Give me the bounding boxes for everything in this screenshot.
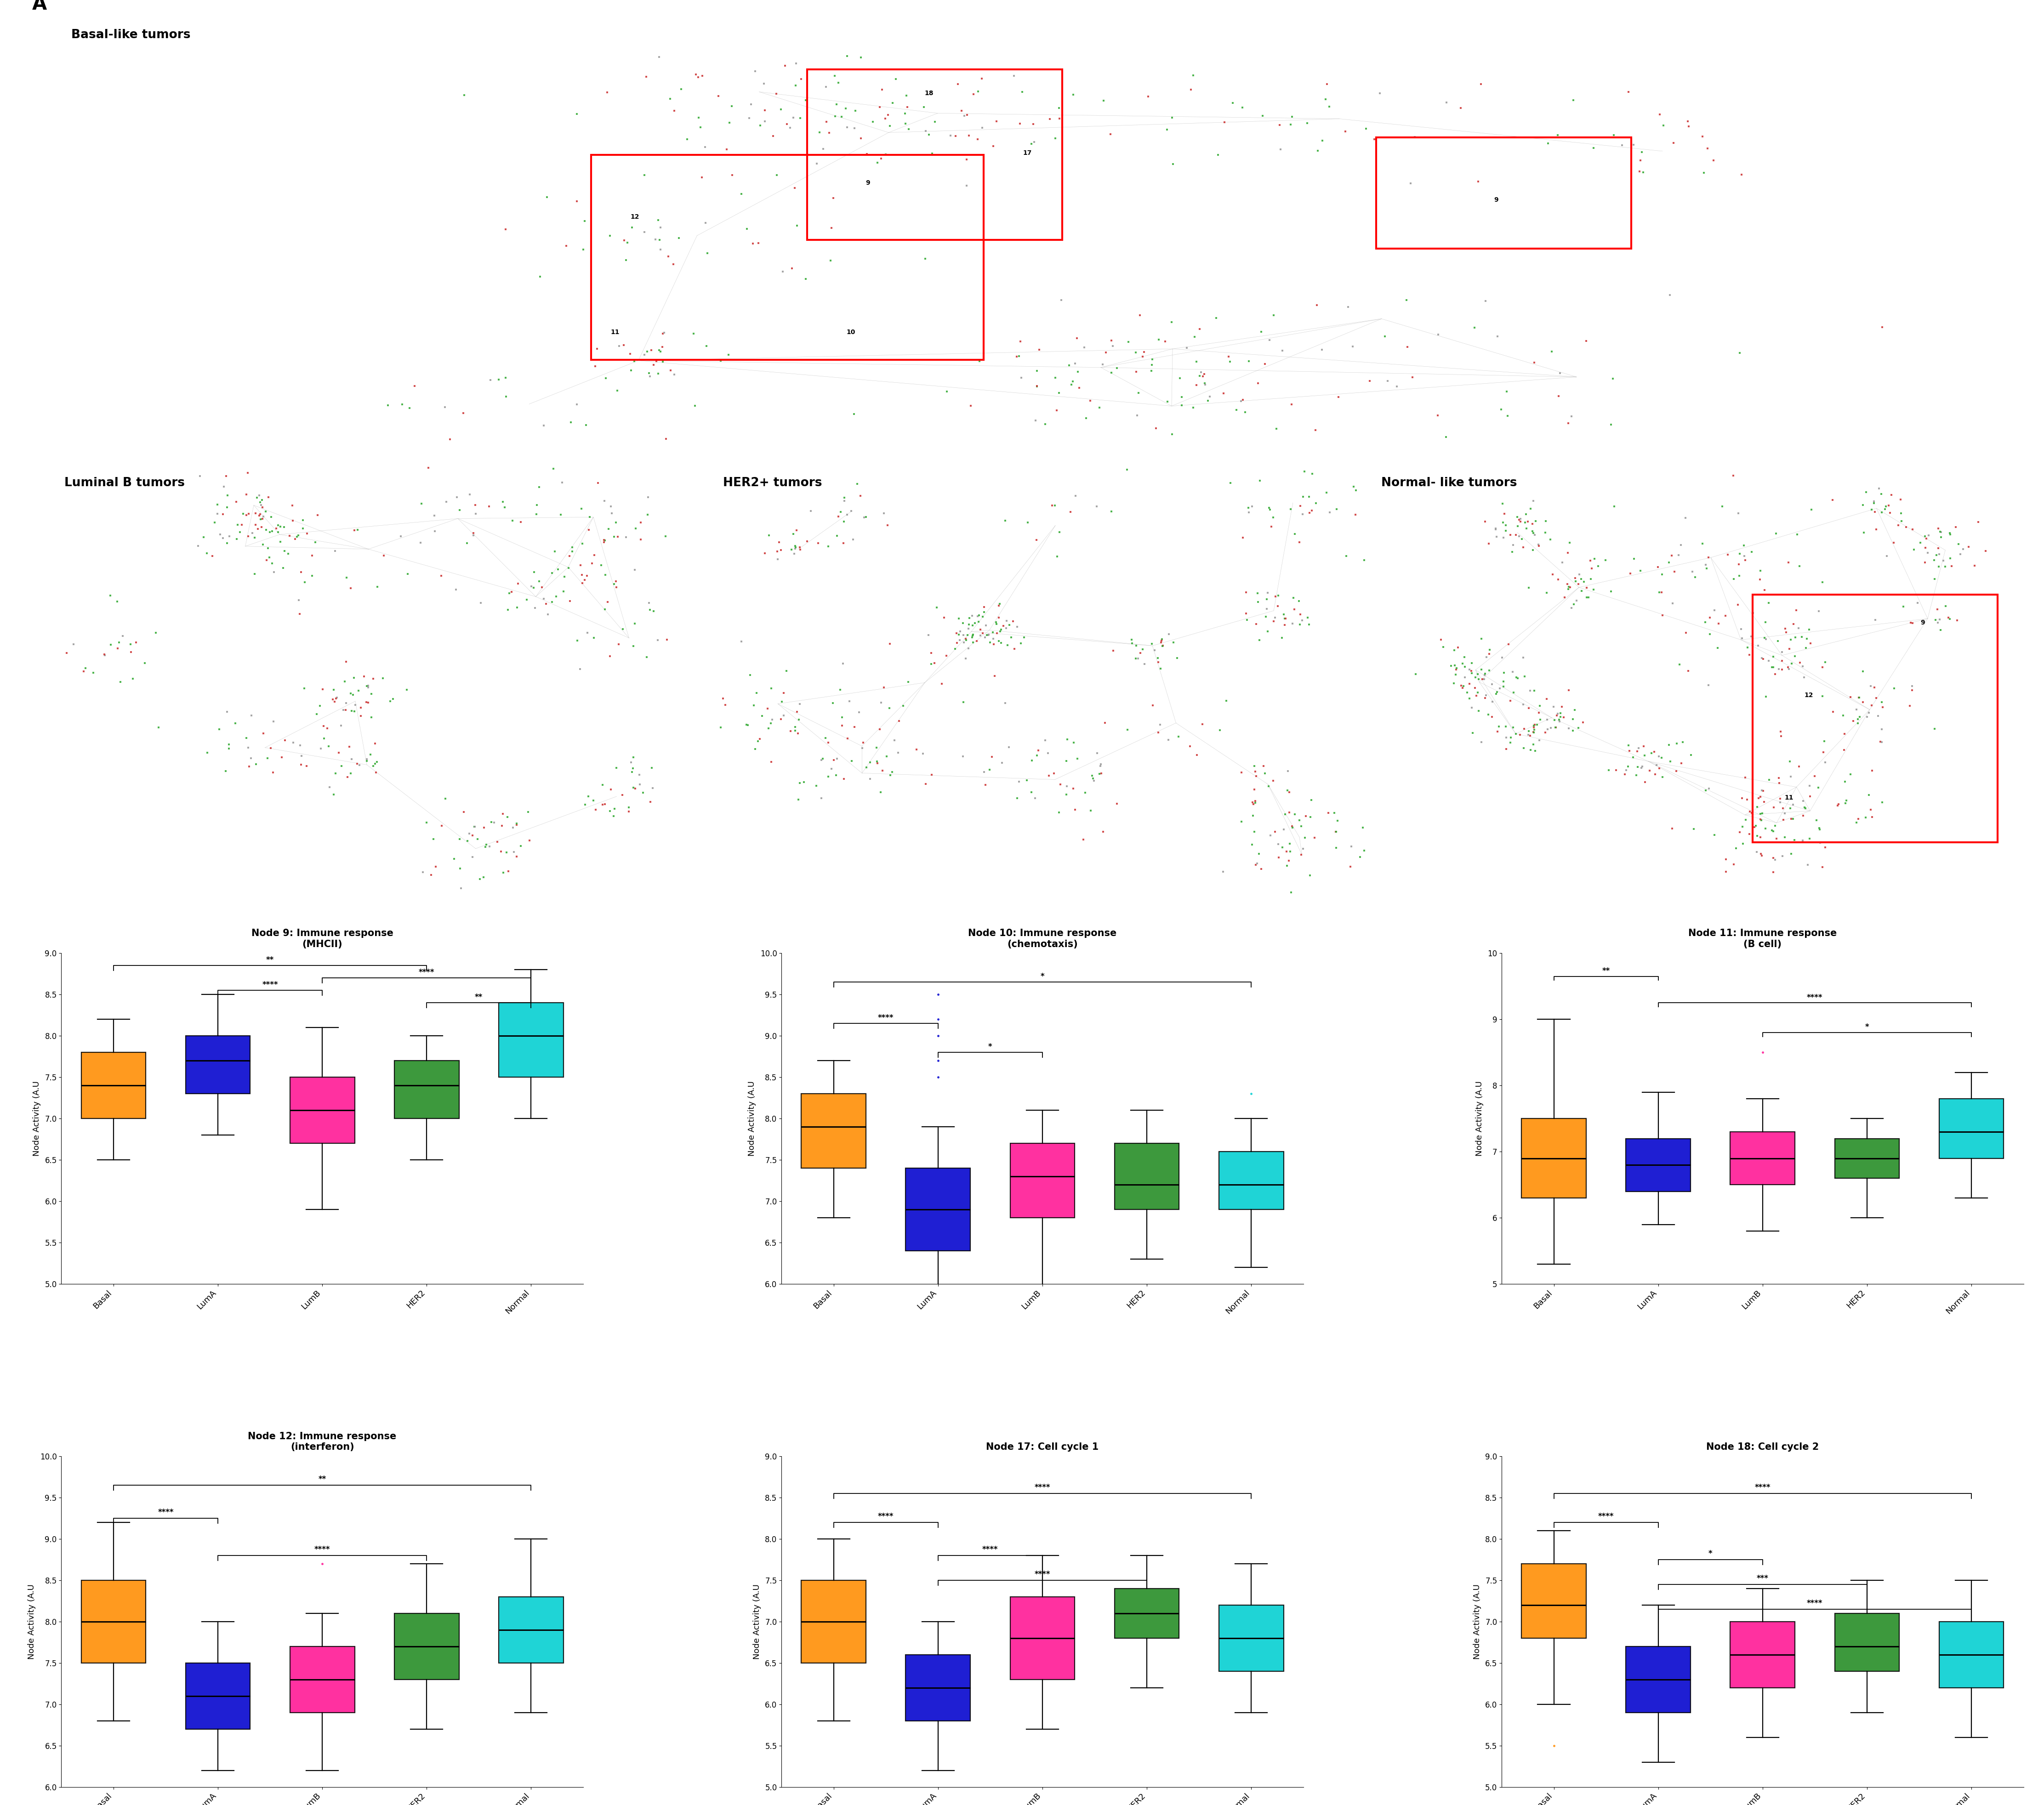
PathPatch shape: [499, 1004, 564, 1078]
Y-axis label: Node Activity (A.U: Node Activity (A.U: [1474, 1583, 1482, 1659]
Text: ****: ****: [1034, 1484, 1051, 1491]
Text: 12: 12: [1805, 691, 1813, 699]
PathPatch shape: [801, 1094, 867, 1168]
Text: *: *: [987, 1043, 991, 1051]
PathPatch shape: [82, 1579, 145, 1662]
PathPatch shape: [801, 1579, 867, 1662]
Text: 9: 9: [867, 179, 871, 186]
Title: Node 11: Immune response
(B cell): Node 11: Immune response (B cell): [1688, 930, 1838, 949]
PathPatch shape: [905, 1655, 971, 1720]
Text: HER2+ tumors: HER2+ tumors: [724, 477, 822, 489]
Text: ****: ****: [1034, 1570, 1051, 1579]
Text: ****: ****: [1807, 993, 1823, 1002]
PathPatch shape: [1940, 1099, 2003, 1159]
Text: A: A: [33, 0, 47, 14]
Text: 11: 11: [611, 329, 619, 336]
Text: ****: ****: [1754, 1484, 1770, 1491]
Text: ****: ****: [262, 980, 278, 989]
Text: 18: 18: [924, 90, 934, 96]
Text: ****: ****: [419, 967, 435, 977]
PathPatch shape: [1218, 1605, 1284, 1671]
Text: ****: ****: [1598, 1513, 1615, 1520]
Y-axis label: Node Activity (A.U: Node Activity (A.U: [29, 1583, 37, 1659]
PathPatch shape: [82, 1052, 145, 1119]
Y-axis label: Node Activity (A.U: Node Activity (A.U: [1476, 1081, 1484, 1157]
PathPatch shape: [1218, 1152, 1284, 1209]
Title: Node 10: Immune response
(chemotaxis): Node 10: Immune response (chemotaxis): [969, 930, 1116, 949]
PathPatch shape: [1731, 1132, 1795, 1184]
Title: Node 17: Cell cycle 1: Node 17: Cell cycle 1: [985, 1442, 1100, 1451]
Y-axis label: Node Activity (A.U: Node Activity (A.U: [752, 1583, 760, 1659]
PathPatch shape: [394, 1061, 460, 1119]
PathPatch shape: [1625, 1646, 1690, 1713]
Text: ****: ****: [879, 1513, 893, 1520]
Text: Luminal B tumors: Luminal B tumors: [65, 477, 184, 489]
Text: Basal-like tumors: Basal-like tumors: [72, 29, 190, 42]
Text: ***: ***: [1756, 1574, 1768, 1583]
Bar: [1376, 137, 1631, 249]
Text: ****: ****: [315, 1545, 331, 1554]
PathPatch shape: [1836, 1614, 1899, 1671]
Text: Normal- like tumors: Normal- like tumors: [1382, 477, 1517, 489]
Text: 9: 9: [1919, 619, 1925, 626]
Bar: [807, 69, 1063, 240]
Title: Node 12: Immune response
(interferon): Node 12: Immune response (interferon): [247, 1431, 397, 1451]
Bar: [591, 155, 983, 359]
PathPatch shape: [499, 1597, 564, 1662]
Title: Node 9: Immune response
(MHCII): Node 9: Immune response (MHCII): [251, 930, 392, 949]
Text: **: **: [1602, 967, 1611, 975]
PathPatch shape: [1836, 1139, 1899, 1179]
Text: **: **: [319, 1475, 327, 1484]
PathPatch shape: [1521, 1119, 1586, 1199]
PathPatch shape: [290, 1646, 354, 1713]
PathPatch shape: [1521, 1563, 1586, 1639]
Text: ****: ****: [157, 1509, 174, 1516]
Text: *: *: [1709, 1549, 1713, 1558]
Title: Node 18: Cell cycle 2: Node 18: Cell cycle 2: [1707, 1442, 1819, 1451]
PathPatch shape: [1010, 1597, 1075, 1679]
Text: ****: ****: [983, 1545, 997, 1554]
Y-axis label: Node Activity (A.U: Node Activity (A.U: [33, 1081, 41, 1157]
PathPatch shape: [186, 1036, 249, 1094]
Text: *: *: [1040, 973, 1044, 980]
Bar: [1752, 594, 1997, 843]
PathPatch shape: [1731, 1621, 1795, 1688]
PathPatch shape: [186, 1662, 249, 1729]
PathPatch shape: [1114, 1588, 1179, 1639]
Text: ****: ****: [1807, 1599, 1823, 1608]
Text: 9: 9: [1494, 197, 1498, 202]
Y-axis label: Node Activity (A.U: Node Activity (A.U: [748, 1081, 756, 1157]
PathPatch shape: [290, 1078, 354, 1144]
Text: ****: ****: [879, 1014, 893, 1022]
Text: 17: 17: [1022, 150, 1032, 155]
Text: **: **: [474, 993, 482, 1002]
PathPatch shape: [1010, 1144, 1075, 1218]
PathPatch shape: [1114, 1144, 1179, 1209]
PathPatch shape: [1625, 1139, 1690, 1191]
Text: 12: 12: [630, 213, 640, 220]
Text: *: *: [1864, 1023, 1868, 1031]
PathPatch shape: [394, 1614, 460, 1679]
Text: **: **: [266, 955, 274, 964]
PathPatch shape: [905, 1168, 971, 1251]
PathPatch shape: [1940, 1621, 2003, 1688]
Text: 11: 11: [1784, 794, 1795, 801]
Text: 10: 10: [846, 329, 854, 336]
